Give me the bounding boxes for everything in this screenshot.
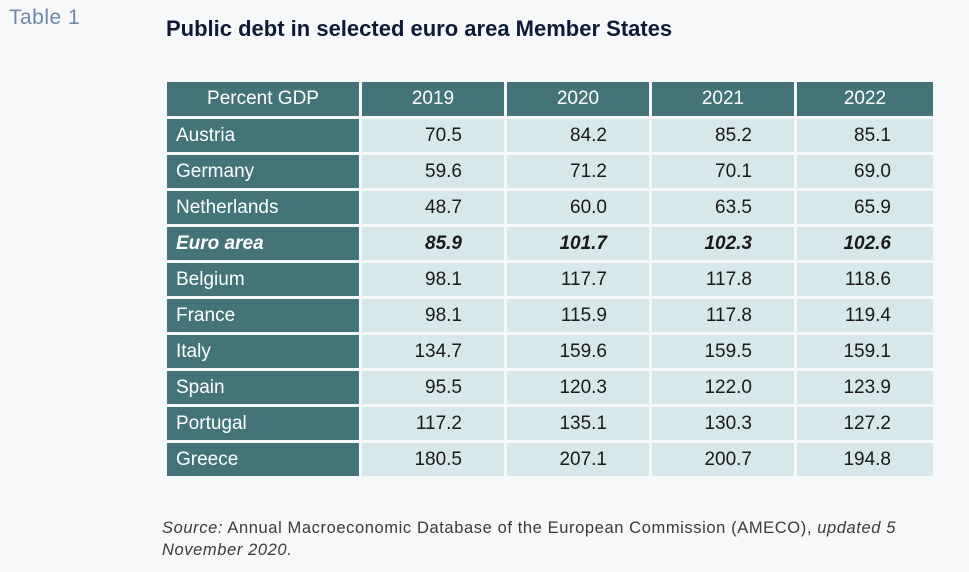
table-header-row: Percent GDP 2019 2020 2021 2022	[167, 82, 933, 116]
table-cell: 117.7	[507, 263, 649, 296]
source-text: Annual Macroeconomic Database of the Eur…	[223, 519, 818, 537]
table-cell: 85.2	[652, 119, 794, 152]
table-cell: 102.6	[797, 227, 933, 260]
table-cell: 115.9	[507, 299, 649, 332]
table-row: Belgium 98.1 117.7 117.8 118.6	[167, 263, 933, 296]
row-header: Italy	[167, 335, 359, 368]
row-header: Netherlands	[167, 191, 359, 224]
row-header: Belgium	[167, 263, 359, 296]
table-cell: 134.7	[362, 335, 504, 368]
table-cell: 130.3	[652, 407, 794, 440]
table-row: Germany 59.6 71.2 70.1 69.0	[167, 155, 933, 188]
table-cell: 60.0	[507, 191, 649, 224]
table-cell: 127.2	[797, 407, 933, 440]
table-cell: 63.5	[652, 191, 794, 224]
table-cell: 159.6	[507, 335, 649, 368]
table-cell: 122.0	[652, 371, 794, 404]
row-header: Portugal	[167, 407, 359, 440]
table-row: Austria 70.5 84.2 85.2 85.1	[167, 119, 933, 152]
column-header: 2020	[507, 82, 649, 116]
table-cell: 98.1	[362, 299, 504, 332]
table-cell: 98.1	[362, 263, 504, 296]
source-prefix: Source:	[162, 519, 224, 537]
table-cell: 102.3	[652, 227, 794, 260]
table-cell: 194.8	[797, 443, 933, 476]
corner-header: Percent GDP	[167, 82, 359, 116]
table-row: Netherlands 48.7 60.0 63.5 65.9	[167, 191, 933, 224]
table-row: Euro area 85.9 101.7 102.3 102.6	[167, 227, 933, 260]
table-row: Italy 134.7 159.6 159.5 159.1	[167, 335, 933, 368]
table-cell: 159.1	[797, 335, 933, 368]
table-cell: 85.1	[797, 119, 933, 152]
table-title: Public debt in selected euro area Member…	[166, 16, 673, 41]
row-header: Euro area	[167, 227, 359, 260]
table-cell: 200.7	[652, 443, 794, 476]
table-cell: 59.6	[362, 155, 504, 188]
table-body: Austria 70.5 84.2 85.2 85.1 Germany 59.6 71.2 70…	[167, 119, 933, 476]
table-cell: 117.8	[652, 263, 794, 296]
table-cell: 119.4	[797, 299, 933, 332]
public-debt-table: Percent GDP 2019 2020 2021 2022 Austria 7…	[164, 79, 936, 479]
table-cell: 48.7	[362, 191, 504, 224]
table-row: Spain 95.5 120.3 122.0 123.9	[167, 371, 933, 404]
table-cell: 120.3	[507, 371, 649, 404]
table-cell: 95.5	[362, 371, 504, 404]
row-header: France	[167, 299, 359, 332]
row-header: Greece	[167, 443, 359, 476]
table-cell: 84.2	[507, 119, 649, 152]
table-cell: 65.9	[797, 191, 933, 224]
row-header: Spain	[167, 371, 359, 404]
table-cell: 159.5	[652, 335, 794, 368]
table-cell: 123.9	[797, 371, 933, 404]
table-cell: 180.5	[362, 443, 504, 476]
table-cell: 101.7	[507, 227, 649, 260]
table-row: Portugal 117.2 135.1 130.3 127.2	[167, 407, 933, 440]
table-cell: 85.9	[362, 227, 504, 260]
table-cell: 70.5	[362, 119, 504, 152]
table-cell: 117.2	[362, 407, 504, 440]
table-cell: 117.8	[652, 299, 794, 332]
table-row: France 98.1 115.9 117.8 119.4	[167, 299, 933, 332]
table-row: Greece 180.5 207.1 200.7 194.8	[167, 443, 933, 476]
table-cell: 71.2	[507, 155, 649, 188]
source-suffix: updated 5 November 2020.	[162, 519, 897, 559]
column-header: 2019	[362, 82, 504, 116]
row-header: Austria	[167, 119, 359, 152]
column-header: 2021	[652, 82, 794, 116]
column-header: 2022	[797, 82, 933, 116]
row-header: Germany	[167, 155, 359, 188]
table-cell: 135.1	[507, 407, 649, 440]
table-cell: 70.1	[652, 155, 794, 188]
source-note: Source: Annual Macroeconomic Database of…	[162, 517, 960, 561]
table-cell: 118.6	[797, 263, 933, 296]
table-number-label: Table 1	[9, 6, 81, 29]
table-cell: 69.0	[797, 155, 933, 188]
table-cell: 207.1	[507, 443, 649, 476]
